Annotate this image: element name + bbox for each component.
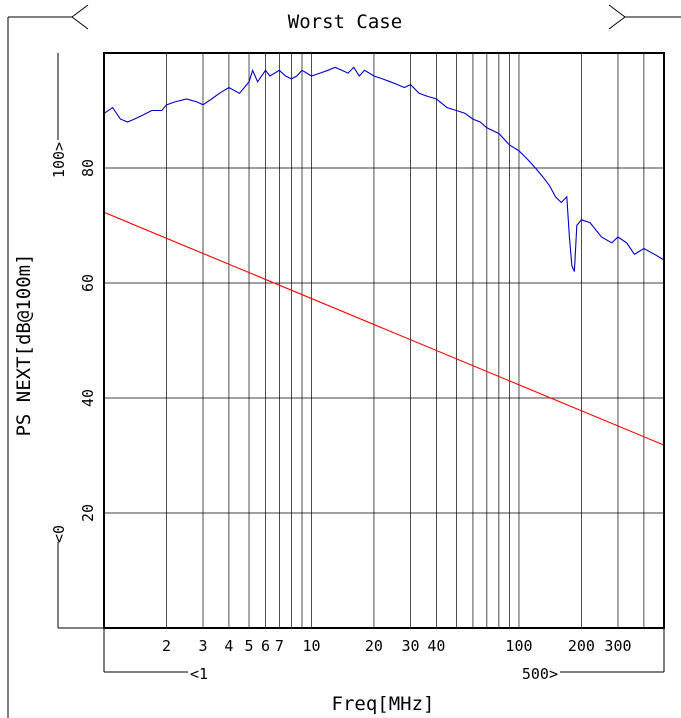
x-tick-label: 100 [505, 637, 532, 655]
x-range-start-label: <1 [190, 665, 208, 683]
chart-title: Worst Case [288, 11, 402, 33]
plot-area-border [103, 52, 665, 629]
x-tick-label: 3 [198, 637, 207, 655]
x-tick-label: 10 [302, 637, 320, 655]
tick-labels: 2 3 4 5 6 7 10 20 30 40 100 200 300 20 40 60 80 [79, 159, 632, 655]
y-range-end-label: 100> [50, 142, 68, 178]
y-tick-label: 40 [79, 389, 97, 407]
x-tick-label: 5 [245, 637, 254, 655]
x-tick-label: 30 [401, 637, 419, 655]
x-tick-label: 40 [427, 637, 445, 655]
x-tick-label: 2 [162, 637, 171, 655]
x-axis-label: Freq[MHz] [332, 693, 435, 715]
outer-frame [7, 4, 681, 718]
x-tick-label: 300 [604, 637, 631, 655]
x-tick-label: 200 [568, 637, 595, 655]
series-layer [103, 66, 665, 446]
x-range-end-label: 500> [522, 665, 558, 683]
y-tick-label: 20 [79, 504, 97, 522]
grid [104, 53, 664, 628]
y-tick-label: 60 [79, 274, 97, 292]
y-axis-label: PS NEXT[dB@100m] [13, 253, 35, 436]
y-range-start-label: <0 [50, 525, 68, 543]
series-line-2 [103, 211, 665, 446]
x-tick-label: 7 [275, 637, 284, 655]
y-tick-label: 80 [79, 159, 97, 177]
x-tick-label: 6 [261, 637, 270, 655]
x-tick-label: 20 [365, 637, 383, 655]
series-line-1 [103, 66, 665, 272]
x-tick-label: 4 [224, 637, 233, 655]
